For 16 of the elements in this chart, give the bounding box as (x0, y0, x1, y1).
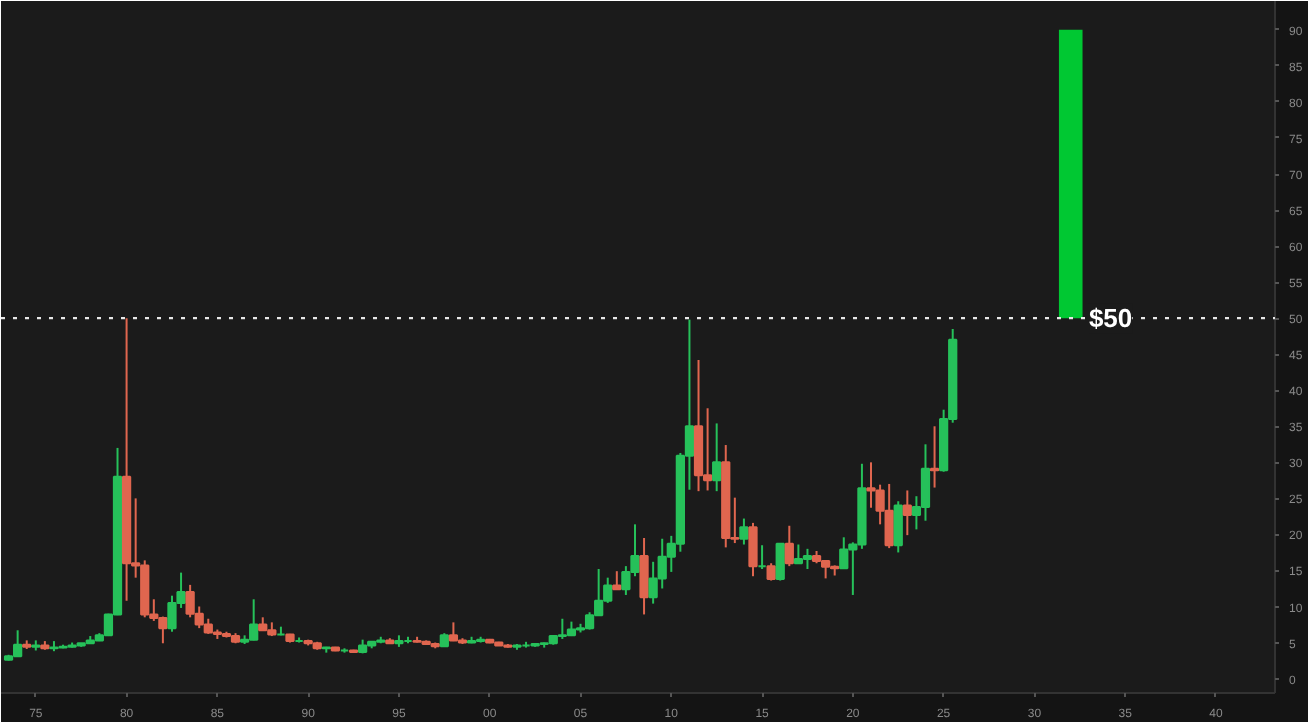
candlestick (893, 500, 903, 554)
candlestick (820, 559, 831, 580)
candlestick (839, 536, 849, 571)
candlestick (802, 547, 813, 571)
candlestick (920, 443, 931, 522)
candlestick (775, 542, 785, 582)
candlestick (748, 521, 758, 578)
candlestick (902, 489, 912, 537)
candlestick (739, 517, 749, 546)
ref-line-label: $50 (1088, 303, 1133, 334)
candlestick (639, 537, 649, 616)
candlestick (793, 543, 804, 565)
candlestick (712, 422, 722, 493)
candlestick (784, 524, 794, 568)
candlestick (612, 570, 622, 591)
candlestick (929, 425, 940, 489)
